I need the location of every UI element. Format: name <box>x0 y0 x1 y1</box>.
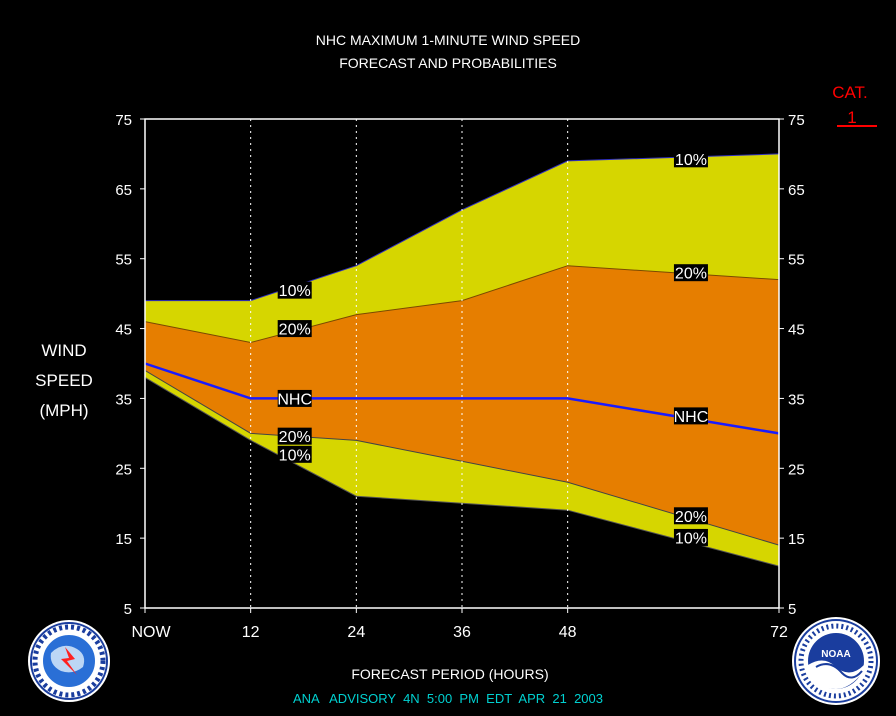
y-axis-label-line3: (MPH) <box>39 401 88 420</box>
x-tick-label: NOW <box>131 624 171 641</box>
y-tick-label-left: 15 <box>115 531 132 548</box>
x-tick-label: 12 <box>242 624 260 641</box>
series-label: 20% <box>675 266 707 283</box>
series-label: 10% <box>279 283 311 300</box>
series-label: 10% <box>279 447 311 464</box>
y-tick-label-right: 75 <box>788 112 805 129</box>
y-axis-label-line2: SPEED <box>35 371 93 390</box>
y-tick-label-left: 35 <box>115 391 132 408</box>
noaa-logo: NOAA <box>792 617 880 705</box>
series-label: 20% <box>675 509 707 526</box>
x-tick-label: 72 <box>770 624 788 641</box>
x-tick-label: 24 <box>347 624 365 641</box>
y-tick-label-right: 35 <box>788 391 805 408</box>
nhc-forecast-line <box>144 362 780 435</box>
chart-title-line2: FORECAST AND PROBABILITIES <box>339 55 557 71</box>
series-label-bg <box>673 507 708 525</box>
series-label-bg <box>673 264 708 282</box>
nws-logo <box>28 620 110 702</box>
series-label-bg <box>277 320 312 338</box>
y-tick-label-right: 65 <box>788 182 805 199</box>
y-tick-label-left: 5 <box>124 601 132 618</box>
y-axis-label-line1: WIND <box>41 341 86 360</box>
y-tick-label-left: 75 <box>115 112 132 129</box>
y-tick-label-right: 45 <box>788 322 805 339</box>
y-tick-label-right: 55 <box>788 252 805 269</box>
upper-10-line <box>145 153 780 302</box>
x-axis-label: FORECAST PERIOD (HOURS) <box>351 666 548 682</box>
y-tick-label-left: 25 <box>115 461 132 478</box>
x-tick-label: 48 <box>559 624 577 641</box>
advisory-text: ANA ADVISORY 4N 5:00 PM EDT APR 21 2003 <box>293 691 603 706</box>
y-tick-label-right: 5 <box>788 601 796 618</box>
svg-text:NOAA: NOAA <box>821 649 850 660</box>
lower-20-line <box>144 370 780 546</box>
series-label: 20% <box>279 429 311 446</box>
series-label-bg <box>673 150 708 168</box>
y-tick-label-left: 55 <box>115 252 132 269</box>
series-label: 20% <box>279 322 311 339</box>
series-label: NHC <box>674 409 709 426</box>
series-label-bg <box>673 528 708 546</box>
series-label-bg <box>277 445 312 463</box>
x-tick-label: 36 <box>453 624 471 641</box>
upper-20-line <box>144 265 780 344</box>
series-label: 10% <box>675 152 707 169</box>
category-label: CAT. <box>832 83 868 102</box>
series-label: NHC <box>277 391 312 408</box>
series-label-bg <box>277 389 312 407</box>
y-tick-label-right: 15 <box>788 531 805 548</box>
series-label-bg <box>277 281 312 299</box>
series-label-bg <box>673 407 708 425</box>
series-label-bg <box>277 427 312 445</box>
y-tick-label-right: 25 <box>788 461 805 478</box>
category-value: 1 <box>847 108 856 127</box>
chart-title-line1: NHC MAXIMUM 1-MINUTE WIND SPEED <box>316 32 580 48</box>
series-label: 10% <box>675 530 707 547</box>
y-tick-label-left: 45 <box>115 322 132 339</box>
lower-10-line <box>144 377 780 567</box>
y-tick-label-left: 65 <box>115 182 132 199</box>
